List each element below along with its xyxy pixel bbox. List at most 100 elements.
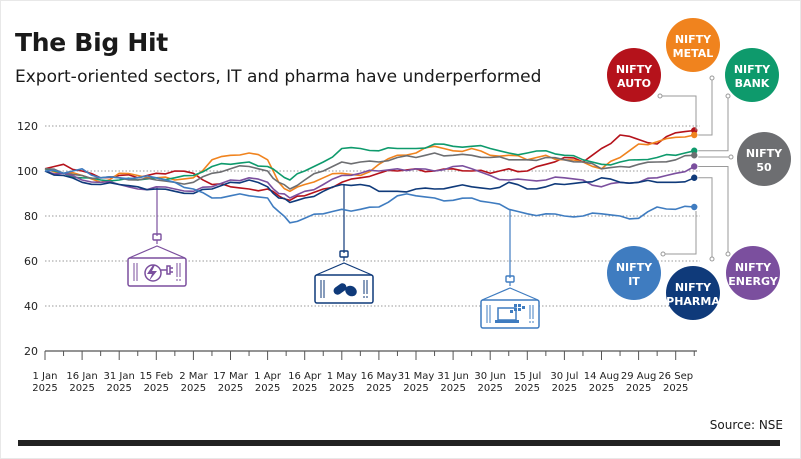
connector-anchor (709, 75, 715, 81)
pixel-square (514, 308, 517, 311)
y-tick-label: 100 (17, 165, 38, 178)
pixel-square (510, 310, 513, 313)
connector-nifty-bank (698, 96, 729, 152)
connector-anchor (657, 93, 663, 99)
hook-ropes (128, 240, 186, 259)
legend-connectors (657, 75, 734, 262)
source-note: Source: NSE (709, 418, 783, 432)
chart-title: The Big Hit (15, 28, 168, 57)
bubble-label-line2: IT (628, 275, 640, 288)
capsule-icon (333, 283, 347, 295)
end-dot-nifty-bank (691, 147, 698, 154)
bubble-label-line1: NIFTY (675, 33, 712, 46)
series-line-nifty-50 (44, 152, 695, 190)
pills-crate-icon (314, 184, 374, 304)
x-tick-label: 1 Apr (254, 371, 282, 382)
connector-anchor (728, 154, 734, 160)
connector-nifty-pharma (698, 177, 713, 259)
x-tick-label: 16 Apr (288, 371, 322, 382)
bubble-label-line2: PHARMA (666, 295, 720, 308)
y-tick-label: 80 (24, 210, 38, 223)
bubble-label-line2: 50 (756, 161, 772, 174)
bubble-circle (607, 48, 661, 102)
x-tick-label: 31 Jan (104, 371, 135, 382)
bubble-label-line2: ENERGY (728, 275, 778, 288)
x-tick-label: 29 Aug (621, 371, 656, 382)
end-dot-nifty-metal (691, 131, 698, 139)
series-line-nifty-it (44, 168, 695, 224)
end-dot-nifty-energy (691, 163, 698, 170)
plug-cord-icon (144, 264, 162, 282)
pixel-square (518, 304, 521, 307)
bubble-circle (607, 246, 661, 300)
x-tick-label-year: 2025 (218, 383, 243, 394)
connector-anchor (725, 93, 731, 99)
bubble-circle (725, 48, 779, 102)
connector-anchor (709, 256, 715, 262)
x-tick-label-year: 2025 (403, 383, 428, 394)
chart-subtitle: Export-oriented sectors, IT and pharma h… (15, 67, 542, 87)
end-dot-nifty-50 (691, 152, 698, 159)
crate-slats (486, 305, 534, 323)
x-tick-label-year: 2025 (106, 383, 131, 394)
crate-slats (133, 263, 181, 281)
bubble-label-line1: NIFTY (746, 147, 783, 160)
bubble-circle (666, 266, 720, 320)
x-tick-label-year: 2025 (663, 383, 688, 394)
series-line-nifty-bank (44, 143, 695, 182)
x-tick-label-year: 2025 (144, 383, 169, 394)
series-lines (44, 127, 698, 224)
x-tick-label-year: 2025 (440, 383, 465, 394)
x-tick-label: 15 Jul (513, 371, 541, 382)
bubble-label-line2: BANK (735, 77, 770, 90)
connector-nifty-auto (660, 95, 697, 131)
x-tick-label: 14 Aug (584, 371, 619, 382)
x-tick-label: 31 Jun (437, 371, 469, 382)
x-tick-label: 26 Sep (658, 371, 693, 382)
lightning-icon (147, 265, 157, 281)
pixel-square (514, 304, 517, 307)
x-tick-label-year: 2025 (515, 383, 540, 394)
y-tick-label: 60 (24, 255, 38, 268)
crate-slats (320, 280, 368, 298)
series-line-nifty-energy (44, 165, 695, 199)
bubble-circle (666, 18, 720, 72)
x-tick-label: 15 Feb (139, 371, 173, 382)
bubble-label-line2: METAL (673, 47, 714, 60)
laptop-base-icon (495, 320, 519, 323)
bubble-label-line1: NIFTY (675, 281, 712, 294)
bottom-rule (18, 440, 780, 446)
y-axis-ticks: 20 40 60 80 100 120 (17, 120, 38, 358)
bubble-label-line1: NIFTY (616, 261, 653, 274)
x-tick-label: 30 Jul (550, 371, 578, 382)
sector-icons (127, 184, 540, 329)
x-tick-label-year: 2025 (626, 383, 651, 394)
x-tick-label-year: 2025 (255, 383, 280, 394)
x-tick-label: 17 Mar (213, 371, 249, 382)
x-tick-label: 1 May (327, 371, 357, 382)
bubble-circle (737, 132, 791, 186)
pixel-square (518, 308, 521, 311)
x-tick-label-year: 2025 (589, 383, 614, 394)
plug-icon (161, 265, 173, 275)
bubble-circle (726, 246, 780, 300)
x-tick-label-year: 2025 (552, 383, 577, 394)
connector-anchor (725, 251, 731, 257)
y-tick-label: 40 (24, 300, 38, 313)
x-tick-label-year: 2025 (181, 383, 206, 394)
connector-nifty-energy (698, 166, 729, 254)
x-tick-label: 30 Jun (474, 371, 506, 382)
tablet-icon (345, 285, 357, 297)
hook-ropes (315, 257, 373, 276)
bubble-label-line1: NIFTY (616, 63, 653, 76)
x-tick-label-year: 2025 (292, 383, 317, 394)
y-tick-label: 20 (24, 345, 38, 358)
bubble-label-line2: AUTO (617, 77, 651, 90)
power-plug-crate-icon (127, 186, 187, 287)
